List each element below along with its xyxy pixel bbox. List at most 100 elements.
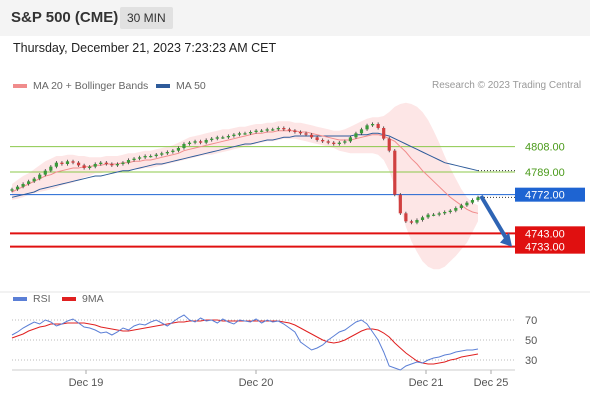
candle-body	[348, 137, 353, 142]
candle-body	[293, 130, 297, 132]
candle-body	[420, 217, 425, 220]
candle-body	[409, 221, 414, 223]
candle-body	[154, 154, 158, 156]
level-label: 4808.00	[525, 142, 565, 154]
x-tick-label: Dec 20	[239, 377, 274, 389]
candle-body	[382, 128, 386, 139]
candle-body	[104, 162, 108, 164]
candle-body	[221, 137, 225, 139]
legend-rsi-label: RSI	[33, 293, 51, 305]
candle-body	[398, 194, 402, 214]
candle-body	[337, 142, 341, 144]
level-tag-pivot: 4772.00	[515, 187, 585, 202]
candle-body	[271, 129, 275, 131]
candle-body	[454, 208, 458, 211]
candle-body	[459, 205, 463, 208]
candle-body	[160, 153, 164, 155]
timeframe-button[interactable]: 30 MIN	[120, 7, 173, 29]
candle-body	[248, 132, 253, 134]
candle-body	[393, 150, 397, 195]
candle-body	[298, 132, 303, 134]
x-tick-label: Dec 25	[474, 377, 509, 389]
candle-body	[365, 125, 369, 130]
candle-body	[443, 212, 447, 214]
candle-body	[276, 128, 280, 130]
legend-ma20-label: MA 20 + Bollinger Bands	[33, 80, 149, 92]
candle-body	[354, 133, 358, 138]
candle-body	[387, 138, 391, 151]
x-tick-label: Dec 19	[69, 377, 104, 389]
rsi-line	[11, 314, 479, 371]
candle-body	[315, 137, 319, 140]
candle-body	[343, 141, 347, 143]
candle-body	[49, 166, 53, 171]
candle-body	[321, 140, 325, 142]
candle-body	[282, 128, 286, 130]
candle-body	[149, 156, 153, 158]
legend-ma50-label: MA 50	[176, 80, 206, 92]
candle-body	[465, 202, 469, 206]
legend-rsi: RSI	[13, 293, 51, 305]
rsi-tick-label: 30	[525, 355, 537, 367]
candlesticks	[10, 122, 480, 225]
candle-body	[287, 129, 291, 131]
rsi-9ma-line	[11, 319, 479, 365]
candle-body	[437, 213, 441, 215]
candle-body	[121, 162, 125, 164]
candle-body	[126, 160, 131, 163]
candle-body	[265, 129, 269, 131]
candle-body	[15, 186, 20, 190]
forecast-arrow-head	[500, 232, 512, 247]
rsi-tick-label: 70	[525, 315, 537, 327]
candle-body	[115, 164, 120, 166]
ma9-swatch	[62, 297, 76, 301]
level-label: 4789.00	[525, 167, 565, 179]
candle-body	[254, 130, 258, 132]
candle-body	[215, 137, 219, 139]
candle-body	[99, 162, 103, 164]
candle-body	[332, 142, 336, 144]
level-tag-support: 4733.00	[515, 239, 585, 254]
candle-body	[10, 189, 14, 191]
candle-body	[182, 144, 186, 148]
instrument-title: S&P 500 (CME)	[11, 9, 119, 26]
candle-body	[304, 133, 308, 135]
candle-body	[21, 184, 25, 187]
candle-body	[143, 156, 147, 158]
candle-body	[93, 164, 97, 167]
candle-body	[448, 210, 452, 212]
candle-body	[237, 133, 242, 135]
candle-body	[187, 142, 192, 144]
level-tag-bg	[515, 226, 585, 241]
candle-body	[32, 178, 36, 182]
level-label: 4772.00	[525, 190, 565, 202]
level-tag-bg	[515, 239, 585, 254]
x-tick-label: Dec 21	[409, 377, 444, 389]
candle-body	[176, 148, 181, 151]
level-label: 4733.00	[525, 242, 565, 254]
candle-body	[232, 134, 236, 136]
candle-body	[260, 130, 264, 132]
candle-body	[38, 174, 42, 179]
candle-body	[309, 134, 314, 138]
candle-body	[359, 129, 364, 134]
candle-body	[165, 152, 169, 154]
candle-body	[476, 197, 480, 200]
candle-body	[88, 166, 92, 168]
ma50-swatch	[156, 84, 170, 88]
candle-body	[110, 164, 114, 166]
candle-body	[171, 150, 175, 152]
legend-ma50: MA 50	[156, 80, 206, 92]
ma20-swatch	[13, 84, 27, 88]
candle-body	[43, 170, 47, 175]
forecast-arrow-shaft	[479, 194, 509, 241]
candle-body	[199, 141, 203, 143]
candle-body	[132, 158, 136, 160]
legend-9ma-label: 9MA	[82, 293, 104, 305]
ma50-line	[11, 132, 479, 198]
candle-body	[137, 157, 142, 159]
bollinger-band	[12, 102, 478, 270]
candle-body	[82, 165, 86, 168]
level-label: 4743.00	[525, 228, 565, 240]
